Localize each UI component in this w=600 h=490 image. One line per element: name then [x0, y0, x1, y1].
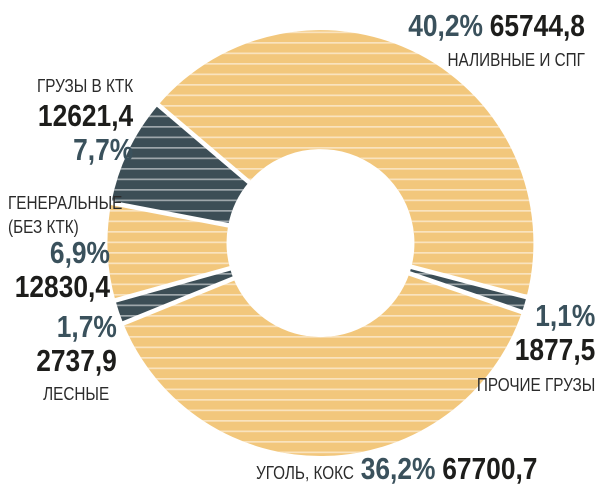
segment-label: ЛЕСНЫЕ: [43, 384, 110, 404]
segment-separator: [107, 200, 321, 246]
segment-separator: [119, 240, 322, 327]
segment-label: НАЛИВНЫЕ И СПГ: [447, 50, 585, 70]
segment-label-line2: (БЕЗ КТК): [8, 217, 79, 237]
segment-label-line1: ГЕНЕРАЛЬНЫЕ: [8, 193, 123, 213]
stripe-overlay-group: [107, 29, 534, 456]
callout-generalnye-bez-ktk: ГЕНЕРАЛЬНЫЕ (БЕЗ КТК) 6,9% 12830,4: [8, 191, 123, 307]
segment-value: 12830,4: [14, 269, 111, 304]
segment-label: ГРУЗЫ В КТК: [36, 76, 133, 96]
segment-label: ПРОЧИЕ ГРУЗЫ: [476, 375, 595, 395]
segment-separators: [107, 101, 530, 327]
segment-value: 65744,8: [489, 8, 585, 43]
callout-gruzy-v-ktk: ГРУЗЫ В КТК 12621,4 7,7%: [37, 75, 133, 170]
segment-separator: [154, 101, 322, 245]
segment-value: 2737,9: [36, 343, 117, 378]
segment-separator: [319, 240, 526, 316]
segment-label: УГОЛЬ, КОКС: [256, 463, 354, 483]
segment-percent: 1,7%: [56, 309, 117, 344]
callout-ugol-koks: УГОЛЬ, КОКС 36,2% 67700,7: [256, 451, 538, 486]
segment-value: 12621,4: [37, 98, 133, 133]
callout-nalivnye-i-spg: 40,2% 65744,8 НАЛИВНЫЕ И СПГ: [408, 10, 585, 71]
hatch-stripes: [107, 29, 534, 456]
segment-percent: 7,7%: [72, 132, 133, 167]
segment-percent: 1,1%: [534, 298, 595, 333]
segment-value: 67700,7: [442, 451, 538, 486]
segment-value: 1877,5: [514, 332, 595, 367]
callout-prochie-gruzy: 1,1% 1877,5 ПРОЧИЕ ГРУЗЫ: [476, 300, 595, 396]
segment-percent: 6,9%: [49, 235, 110, 270]
segment-percent: 36,2%: [360, 451, 436, 486]
callout-lesnye: 1,7% 2737,9 ЛЕСНЫЕ: [36, 311, 117, 405]
segment-percent: 40,2%: [408, 8, 483, 43]
segment-separator: [111, 240, 322, 304]
callout-values: 40,2% 65744,8: [408, 10, 585, 47]
segment-separator: [319, 240, 530, 301]
